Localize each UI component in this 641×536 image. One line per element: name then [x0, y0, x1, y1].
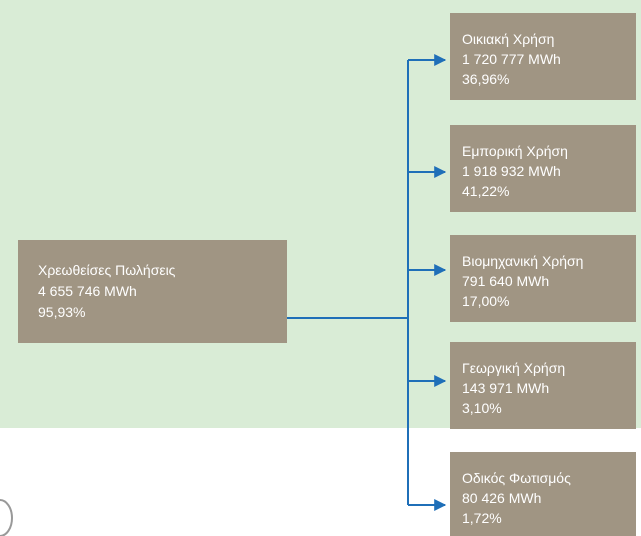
decor-arc	[0, 499, 13, 536]
node-label: Γεωργική Χρήση	[462, 360, 565, 376]
node-percent: 3,10%	[462, 400, 502, 416]
node-label: Οδικός Φωτισμός	[462, 470, 571, 486]
node-box	[450, 235, 636, 322]
source-percent: 95,93%	[38, 304, 85, 320]
node-value: 1 918 932 MWh	[462, 163, 561, 179]
node-value: 1 720 777 MWh	[462, 51, 561, 67]
node-value: 143 971 MWh	[462, 380, 549, 396]
source-value: 4 655 746 MWh	[38, 283, 137, 299]
node-box	[450, 342, 636, 429]
node-percent: 36,96%	[462, 71, 509, 87]
node-value: 80 426 MWh	[462, 490, 541, 506]
node-label: Εμπορική Χρήση	[462, 143, 568, 159]
node-percent: 1,72%	[462, 510, 502, 526]
node-label: Βιομηχανική Χρήση	[462, 253, 583, 269]
source-label: Χρεωθείσες Πωλήσεις	[38, 262, 176, 278]
node-percent: 17,00%	[462, 293, 509, 309]
node-box	[450, 125, 636, 212]
node-label: Οικιακή Χρήση	[462, 31, 554, 47]
node-percent: 41,22%	[462, 183, 509, 199]
node-box	[450, 13, 636, 100]
node-value: 791 640 MWh	[462, 273, 549, 289]
node-box	[450, 452, 636, 536]
source-box	[18, 240, 287, 343]
